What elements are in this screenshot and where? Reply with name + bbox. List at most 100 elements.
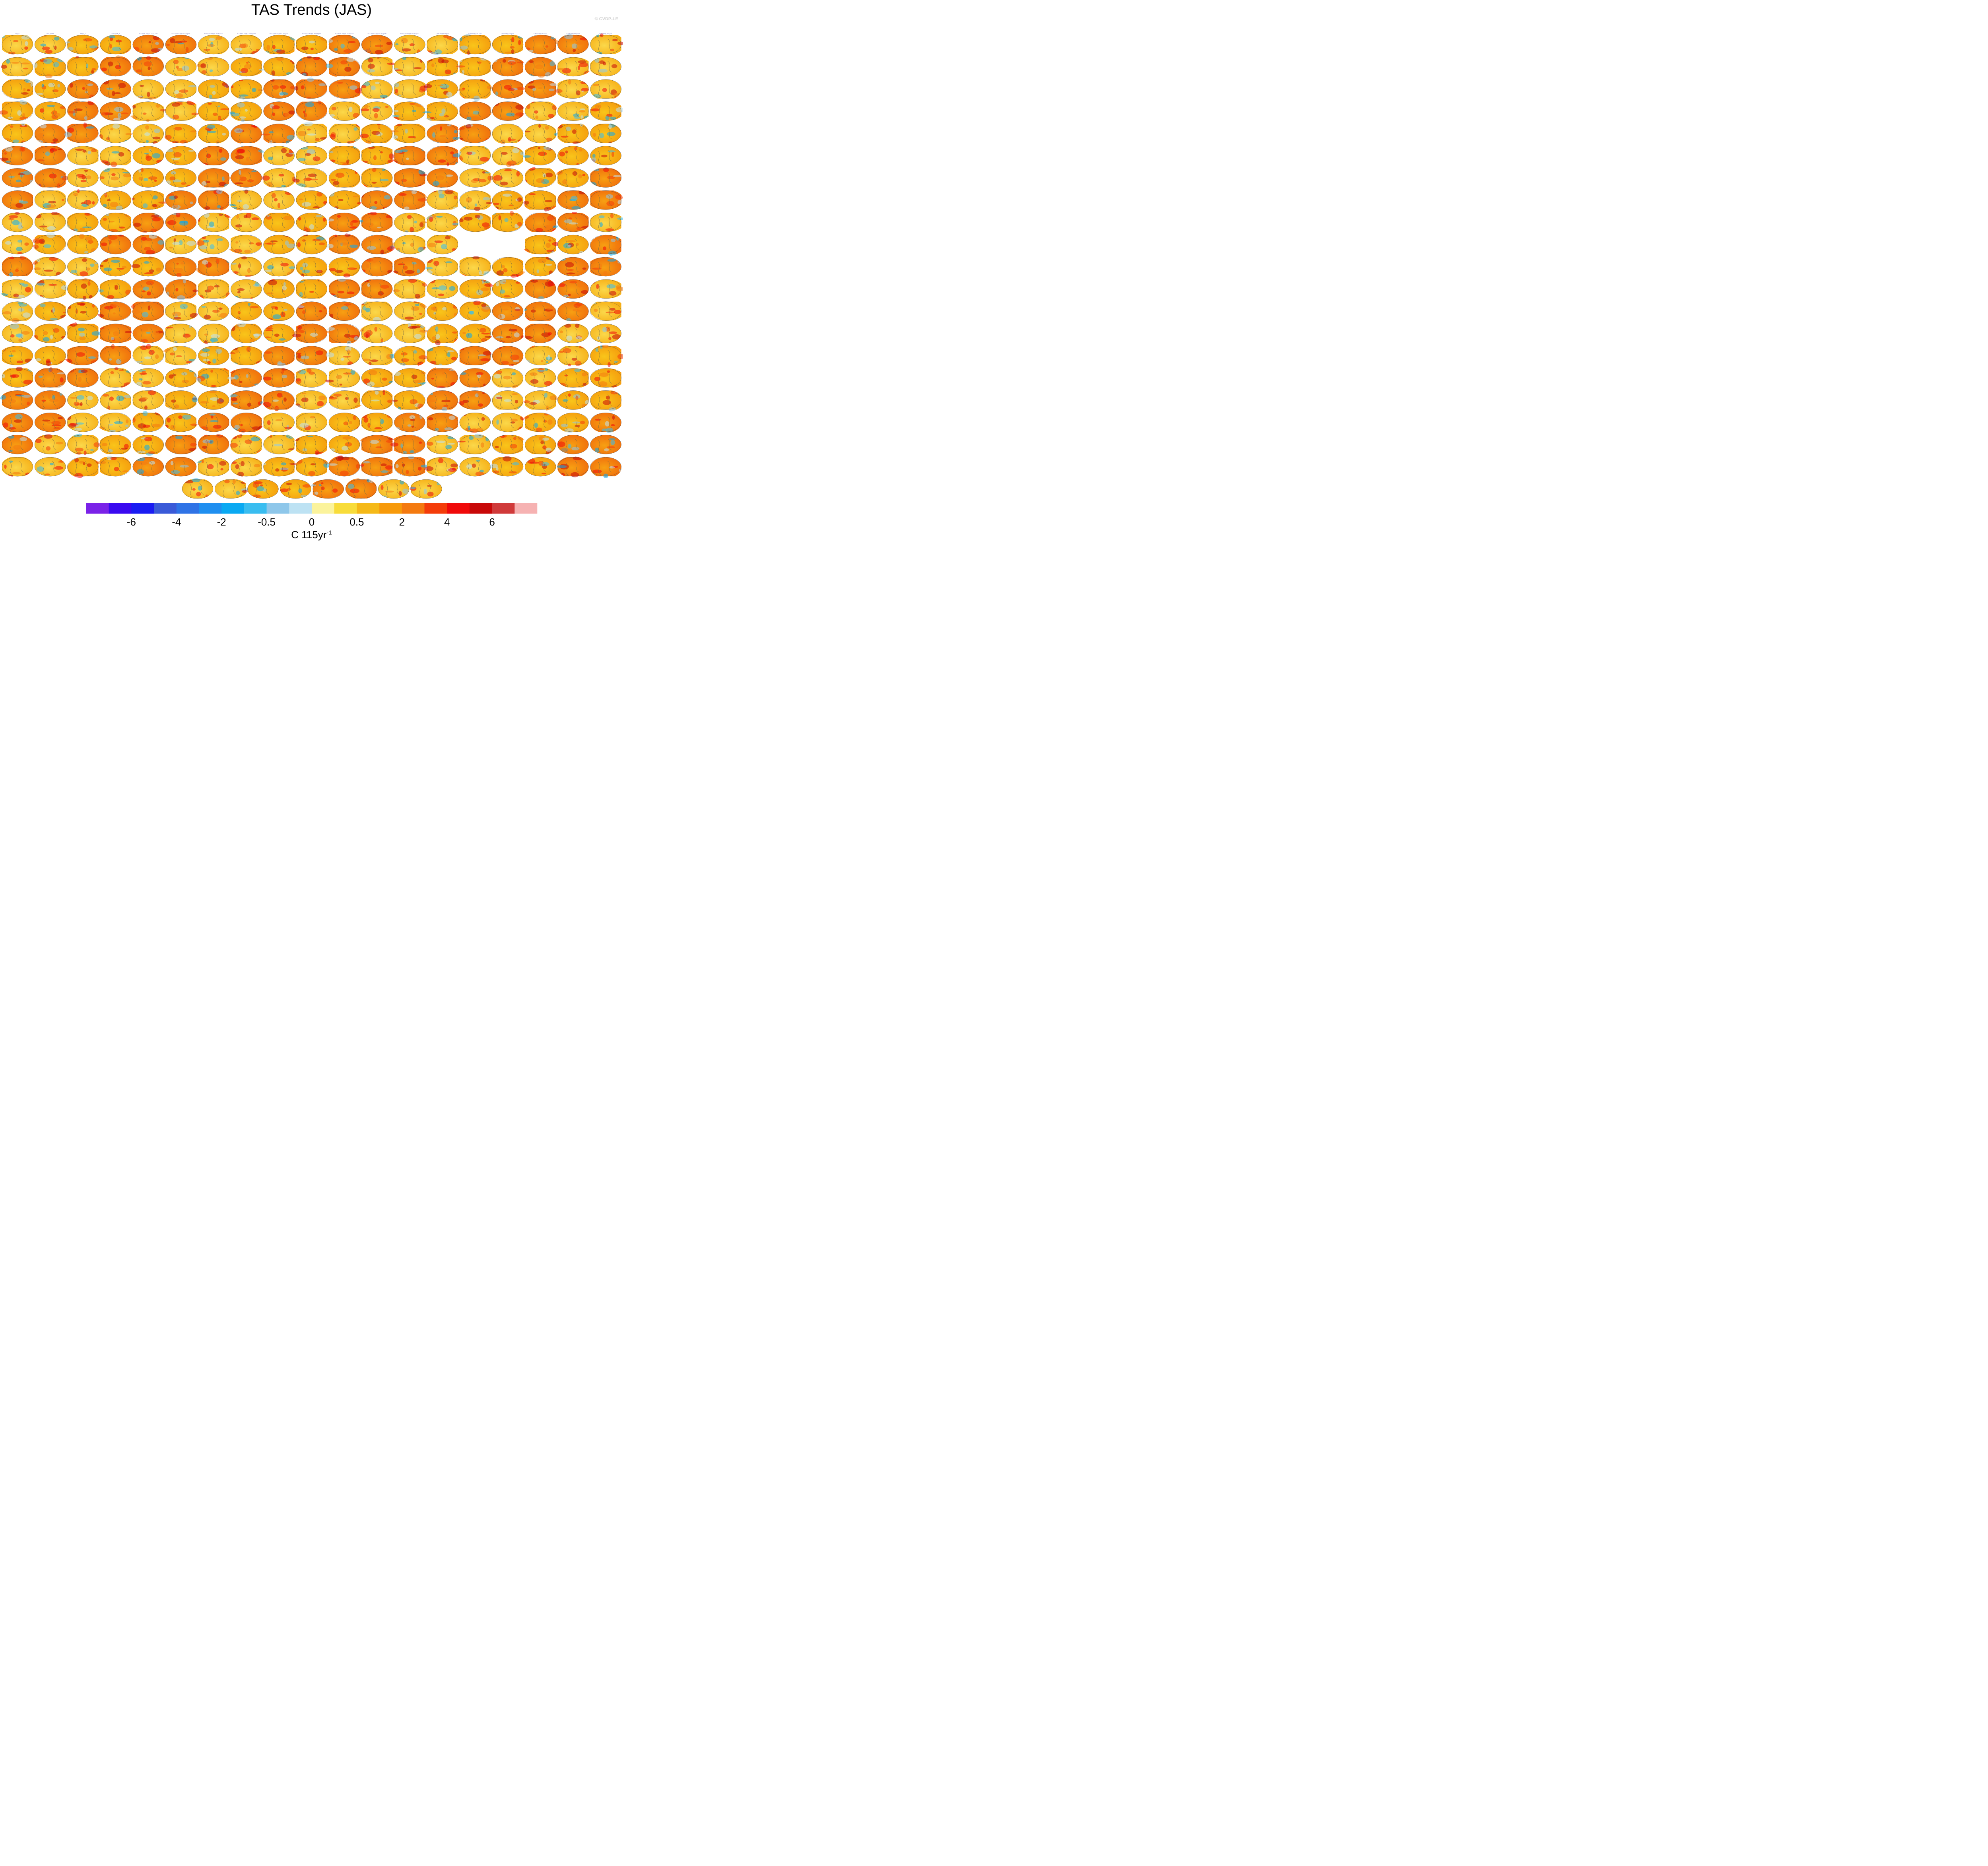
anomaly-patch (349, 85, 357, 90)
map-border (231, 57, 262, 77)
anomaly-patch (375, 81, 380, 84)
colorbar-swatch (221, 503, 245, 514)
coastline (444, 83, 448, 95)
map-border (394, 79, 425, 99)
anomaly-patch (535, 64, 544, 69)
colorbar-tick-label: -0.5 (258, 516, 276, 528)
coastline (467, 106, 470, 119)
anomaly-patch (45, 50, 52, 54)
coastline (369, 62, 372, 75)
anomaly-patch (148, 41, 151, 44)
anomaly-patch (217, 105, 220, 108)
coastline (412, 39, 416, 50)
anomaly-patch (239, 94, 248, 97)
anomaly-patch (185, 47, 189, 52)
anomaly-patch (54, 45, 57, 50)
map-fill (165, 57, 196, 76)
panel-title: GISTEMP_1 (111, 33, 120, 35)
map-panel (263, 57, 296, 77)
anomaly-patch (144, 61, 152, 67)
anomaly-patch (299, 105, 307, 110)
coastline (42, 106, 45, 119)
anomaly-patch (611, 64, 617, 68)
map-border (67, 57, 99, 77)
map-border (231, 101, 262, 121)
anomaly-patch (208, 103, 212, 105)
anomaly-patch (309, 72, 314, 76)
coastline (467, 62, 470, 75)
anomaly-patch (505, 51, 513, 54)
anomaly-patch (82, 87, 85, 90)
map-panel (34, 79, 66, 99)
coastline (500, 106, 503, 119)
anomaly-patch (579, 110, 585, 113)
anomaly-patch (552, 40, 559, 44)
coastline (140, 39, 143, 53)
anomaly-patch (375, 45, 384, 47)
coastline (336, 39, 340, 53)
anomaly-patch (290, 86, 295, 89)
anomaly-patch (206, 57, 213, 60)
coastline (575, 61, 579, 73)
anomaly-patch (443, 35, 449, 38)
anomaly-patch (518, 40, 521, 46)
anomaly-patch (603, 62, 606, 66)
anomaly-patch (115, 65, 121, 70)
anomaly-patch (188, 85, 197, 87)
anomaly-patch (313, 56, 320, 60)
anomaly-patch (13, 40, 19, 43)
anomaly-patch (441, 59, 449, 64)
anomaly-patch (580, 108, 585, 110)
coastline (271, 39, 274, 53)
anomaly-patch (294, 86, 299, 91)
anomaly-patch (568, 79, 571, 85)
anomaly-patch (515, 105, 524, 110)
anomaly-patch (301, 85, 305, 89)
anomaly-patch (179, 89, 188, 93)
colorbar-tick-label: -6 (127, 516, 136, 528)
anomaly-patch (43, 58, 52, 64)
map-border (361, 79, 393, 99)
panel-title: CanESM5 r2i1p1f1 (468, 33, 482, 35)
coastline (140, 106, 143, 119)
anomaly-patch (142, 113, 147, 115)
anomaly-patch (280, 85, 287, 89)
coastline (598, 39, 601, 53)
anomaly-patch (441, 108, 446, 114)
coastline (608, 83, 612, 95)
map-panel (423, 79, 458, 99)
coastline (85, 83, 89, 95)
map-panel: GISTEMP_1 (100, 33, 132, 55)
map-panel (296, 56, 328, 77)
anomaly-patch (534, 110, 538, 114)
map-border (67, 79, 99, 99)
map-border (361, 101, 393, 121)
map-border (557, 101, 589, 121)
anomaly-patch (412, 109, 417, 112)
map-border (590, 57, 621, 77)
anomaly-patch (21, 35, 30, 40)
anomaly-patch (108, 35, 115, 39)
anomaly-patch (170, 38, 175, 44)
anomaly-patch (235, 47, 243, 51)
map-border (67, 35, 99, 54)
anomaly-patch (573, 113, 579, 117)
map-border (590, 35, 621, 54)
colorbar: -6 -4 -2 -0.5 0 0.5 2 4 6 (86, 503, 538, 528)
coastline (509, 83, 514, 95)
anomaly-patch (83, 38, 93, 42)
anomaly-patch (147, 91, 150, 97)
anomaly-patch (42, 47, 50, 50)
coastline (150, 61, 154, 73)
coastline (42, 39, 45, 53)
anomaly-patch (0, 65, 7, 69)
colorbar-swatch (199, 503, 222, 514)
colorbar-swatch (334, 503, 357, 514)
map-border (198, 57, 229, 77)
map-panel: CanESM5 r2i1p1f1 (458, 33, 491, 56)
anomaly-patch (212, 91, 216, 95)
anomaly-patch (340, 60, 348, 65)
anomaly-patch (495, 91, 498, 96)
map-border (328, 57, 360, 77)
map-panel (67, 100, 99, 121)
